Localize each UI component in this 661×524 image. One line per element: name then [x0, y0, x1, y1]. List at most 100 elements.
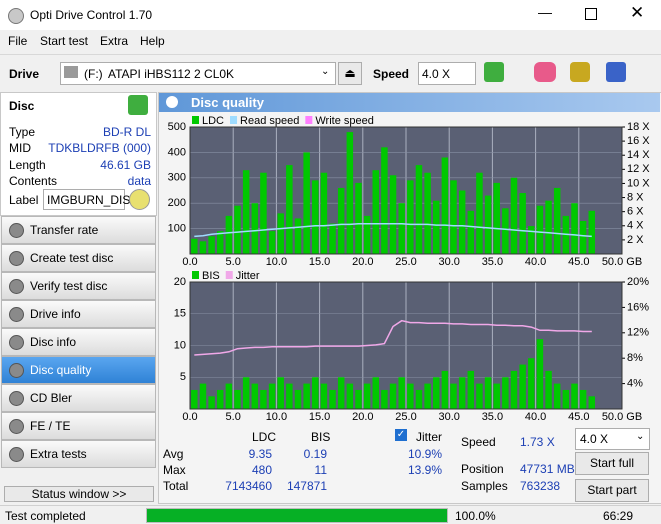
bar: [415, 389, 423, 409]
bar: [303, 152, 310, 254]
minimize[interactable]: —: [538, 4, 552, 20]
nav-button[interactable]: Create test disc: [1, 244, 156, 272]
bar: [251, 383, 259, 409]
nav-label: CD Bler: [30, 391, 73, 405]
line: [194, 319, 592, 356]
stat-value: 11: [314, 463, 327, 477]
menu-item[interactable]: Help: [140, 34, 165, 48]
bar: [260, 389, 267, 409]
close[interactable]: ✕: [630, 3, 645, 22]
save-button[interactable]: [606, 62, 626, 82]
field-value: data: [127, 174, 151, 188]
bar: [467, 210, 475, 254]
start-part-button[interactable]: Start part: [575, 479, 649, 502]
y2-tick-label: 12 X: [627, 163, 650, 175]
refresh-button[interactable]: [484, 62, 504, 82]
nav-button[interactable]: FE / TE: [1, 412, 156, 440]
bar: [312, 377, 319, 409]
nav-label: FE / TE: [30, 419, 71, 433]
bar: [234, 389, 241, 409]
line: [194, 222, 592, 238]
speed-select[interactable]: [575, 428, 650, 450]
drive-select[interactable]: [60, 62, 336, 85]
legend-label: LDC: [202, 115, 224, 127]
x-tick-label: 0.0: [182, 411, 197, 423]
status-window-button[interactable]: Status window >>: [4, 486, 154, 502]
menu-item[interactable]: Start test: [40, 34, 89, 48]
app-icon: [8, 8, 24, 24]
nav-label: Transfer rate: [30, 223, 99, 237]
bar: [528, 358, 535, 409]
nav-button[interactable]: Extra tests: [1, 440, 156, 468]
menu-item[interactable]: File: [8, 34, 28, 48]
settings-button[interactable]: [570, 62, 590, 82]
bar: [294, 389, 302, 409]
y2-tick-label: 16%: [627, 301, 649, 313]
bar: [191, 389, 198, 409]
erase-button[interactable]: [534, 62, 556, 82]
bar: [424, 172, 431, 254]
legend-swatch: [192, 116, 199, 124]
dropdown-arrow: ⌄: [636, 431, 645, 442]
nav-button[interactable]: Drive info: [1, 300, 156, 328]
x-tick-label: 0.0: [182, 256, 197, 268]
x-tick-label: 45.0: [568, 411, 589, 423]
field-value: TDKBLDRFB (000): [48, 141, 151, 155]
jitter-checkbox[interactable]: ✓: [395, 429, 407, 441]
nav-button[interactable]: Transfer rate: [1, 216, 156, 244]
eject-button[interactable]: ⏏: [338, 62, 362, 85]
label-label: Label: [9, 193, 39, 207]
x-tick-label: 35.0: [482, 411, 503, 423]
x-tick-label: 20.0: [352, 256, 373, 268]
bar: [217, 231, 224, 254]
separator: [0, 54, 661, 55]
bar: [502, 208, 509, 254]
menu-item[interactable]: Extra: [100, 34, 129, 48]
bar: [381, 389, 388, 409]
label-field[interactable]: [43, 189, 125, 210]
x-tick-label: 15.0: [309, 411, 330, 423]
bar: [268, 231, 276, 254]
field-value: BD-R DL: [102, 125, 151, 139]
y2-tick-label: 18 X: [627, 121, 650, 133]
bar: [519, 364, 526, 409]
status-text: Test completed: [5, 509, 86, 523]
bar: [407, 383, 414, 409]
bar: [536, 339, 544, 409]
bar: [329, 223, 336, 254]
bar: [441, 370, 449, 409]
bar: [519, 193, 526, 254]
y-tick-label: 5: [180, 371, 186, 383]
x-tick-label: 5.0: [226, 411, 241, 423]
bar: [510, 370, 518, 409]
x-tick-label: 50.0 GB: [602, 411, 642, 423]
nav-button[interactable]: Disc info: [1, 328, 156, 356]
bar: [476, 172, 483, 254]
maximize[interactable]: [585, 8, 597, 20]
nav-label: Create test disc: [30, 251, 114, 265]
nav-button[interactable]: CD Bler: [1, 384, 156, 412]
nav-button[interactable]: Verify test disc: [1, 272, 156, 300]
x-tick-label: 40.0: [525, 256, 546, 268]
bar: [588, 210, 595, 254]
x-tick-label: 40.0: [525, 411, 546, 423]
disc-refresh[interactable]: [128, 95, 148, 115]
bar: [320, 383, 328, 409]
start-full-button[interactable]: Start full: [575, 452, 649, 475]
bar: [484, 195, 492, 254]
bar: [346, 132, 354, 254]
nav-button[interactable]: Disc quality: [1, 356, 156, 384]
legend-label: Read speed: [240, 115, 299, 127]
bar: [493, 182, 500, 254]
label-button[interactable]: [129, 189, 150, 210]
bar: [363, 215, 371, 254]
field-label: Type: [9, 125, 36, 139]
bar: [251, 203, 259, 254]
speed-select[interactable]: [418, 62, 476, 85]
bar: [303, 383, 310, 409]
y2-tick-label: 16 X: [627, 135, 650, 147]
samples-value: 763238: [520, 479, 561, 493]
x-tick-label: 30.0: [438, 256, 459, 268]
bar: [286, 165, 293, 254]
x-tick-label: 20.0: [352, 411, 373, 423]
